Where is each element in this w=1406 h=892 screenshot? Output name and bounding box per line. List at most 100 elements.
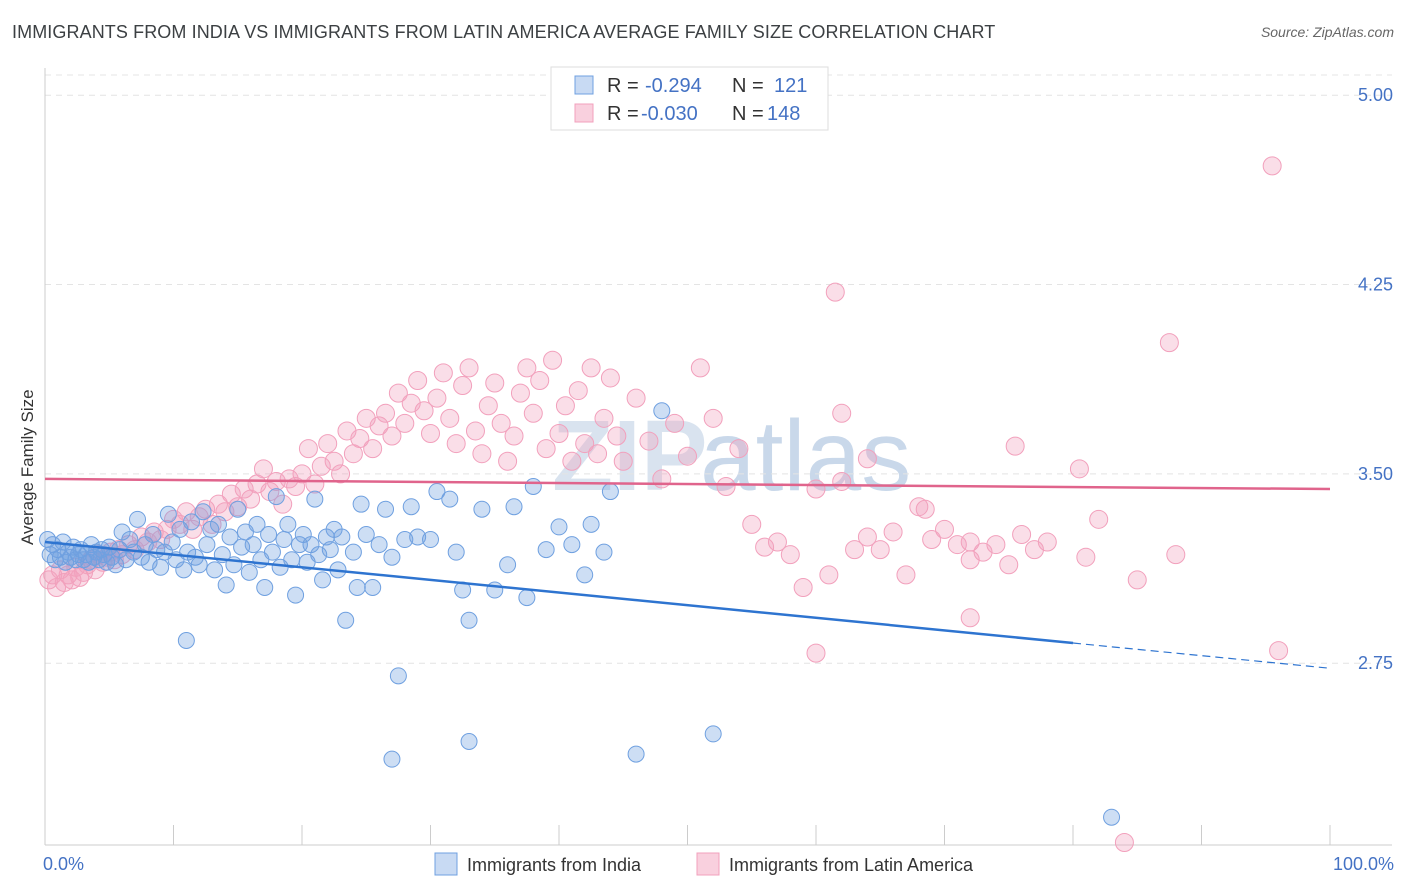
latam-point xyxy=(575,434,595,454)
india-point xyxy=(582,515,600,533)
bottom-legend-swatch-latam xyxy=(696,852,720,876)
latam-point xyxy=(388,383,408,403)
india-point xyxy=(314,571,332,589)
legend-n-value-india: 121 xyxy=(774,75,807,97)
latam-point xyxy=(446,434,466,454)
latam-point xyxy=(793,577,813,597)
latam-point xyxy=(395,413,415,433)
latam-point xyxy=(665,413,685,433)
latam-point xyxy=(453,376,473,396)
latam-point xyxy=(1159,333,1179,353)
india-point xyxy=(389,667,407,685)
latam-point xyxy=(1166,545,1186,565)
latam-point xyxy=(594,408,614,428)
india-point xyxy=(337,611,355,629)
india-point xyxy=(441,490,459,508)
india-point xyxy=(499,556,517,574)
x-max-label: 100.0% xyxy=(1333,854,1394,874)
latam-point xyxy=(857,527,877,547)
latam-point xyxy=(324,451,344,471)
latam-point xyxy=(305,474,325,494)
source-label: Source: ZipAtlas.com xyxy=(1260,24,1394,40)
latam-point xyxy=(607,426,627,446)
india-point xyxy=(217,576,235,594)
latam-point xyxy=(331,464,351,484)
latam-points xyxy=(39,156,1289,852)
latam-point xyxy=(311,456,331,476)
latam-point xyxy=(1076,547,1096,567)
india-point xyxy=(267,488,285,506)
latam-point xyxy=(857,449,877,469)
latam-point xyxy=(440,408,460,428)
india-point xyxy=(177,632,195,650)
latam-point xyxy=(600,368,620,388)
latam-point xyxy=(845,540,865,560)
india-point xyxy=(653,402,671,420)
legend-n-label-2: N = xyxy=(732,103,764,125)
latam-point xyxy=(202,514,222,534)
india-point xyxy=(287,586,305,604)
india-point xyxy=(248,515,266,533)
india-point xyxy=(175,561,193,579)
latam-point xyxy=(742,514,762,534)
india-point xyxy=(152,558,170,576)
legend-swatch-india xyxy=(574,75,594,95)
y-tick-label: 3.50 xyxy=(1358,464,1393,484)
india-trend-extension xyxy=(1072,642,1331,669)
latam-point xyxy=(806,479,826,499)
watermark-atlas: atlas xyxy=(700,400,911,512)
india-point xyxy=(595,543,613,561)
bottom-legend-label-india: Immigrants from India xyxy=(467,855,642,875)
latam-point xyxy=(652,469,672,489)
india-point xyxy=(704,725,722,743)
legend-n-label-1: N = xyxy=(732,75,764,97)
latam-point xyxy=(588,444,608,464)
india-point xyxy=(357,525,375,543)
latam-point xyxy=(523,403,543,423)
latam-point xyxy=(208,494,228,514)
latam-point xyxy=(832,471,852,491)
india-point xyxy=(333,528,351,546)
india-point xyxy=(163,533,181,551)
india-point xyxy=(486,581,504,599)
latam-point xyxy=(896,565,916,585)
india-point xyxy=(383,548,401,566)
latam-point xyxy=(825,282,845,302)
trend-lines xyxy=(44,477,1331,669)
legend-box xyxy=(550,66,829,131)
india-point xyxy=(1103,808,1121,826)
india-trend-line xyxy=(44,540,1074,645)
latam-point xyxy=(517,358,537,378)
latam-point xyxy=(298,439,318,459)
latam-point xyxy=(1005,436,1025,456)
india-point xyxy=(194,503,212,521)
india-point xyxy=(279,515,297,533)
india-point xyxy=(518,589,536,607)
india-point xyxy=(221,528,239,546)
latam-point xyxy=(819,565,839,585)
latam-point xyxy=(1089,509,1109,529)
india-point xyxy=(129,510,147,528)
latam-point xyxy=(922,530,942,550)
india-point xyxy=(321,541,339,559)
latam-point xyxy=(960,532,980,552)
legend-r-value-latam: -0.030 xyxy=(641,103,698,125)
latam-point xyxy=(504,426,524,446)
legend-r-label-1: R = xyxy=(607,75,639,97)
latam-point xyxy=(870,540,890,560)
india-point xyxy=(537,541,555,559)
y-tick-labels: 2.75 3.50 4.25 5.00 xyxy=(1358,85,1393,673)
india-point xyxy=(576,566,594,584)
legend-r-label-2: R = xyxy=(607,103,639,125)
india-point xyxy=(409,528,427,546)
latam-point xyxy=(485,373,505,393)
latam-point xyxy=(1127,570,1147,590)
india-point xyxy=(460,732,478,750)
india-point xyxy=(422,531,439,549)
latam-point xyxy=(1037,532,1057,552)
latam-point xyxy=(510,383,530,403)
india-point xyxy=(601,483,619,501)
latam-point xyxy=(459,358,479,378)
latam-point xyxy=(376,403,396,423)
